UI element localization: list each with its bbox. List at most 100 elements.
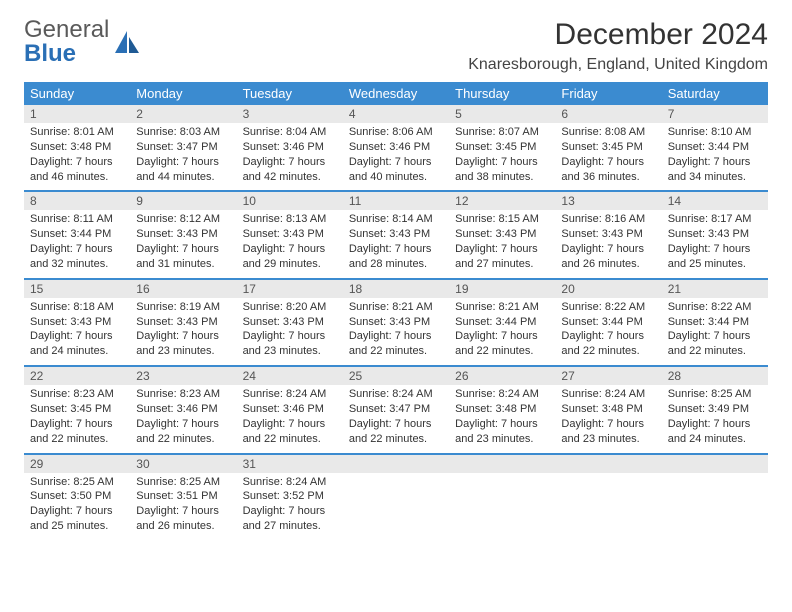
day2-text: and 26 minutes. [136, 519, 230, 534]
day-number-row: 891011121314 [24, 192, 768, 210]
day-cell: Sunrise: 8:17 AMSunset: 3:43 PMDaylight:… [662, 210, 768, 277]
sunset-text: Sunset: 3:43 PM [349, 227, 443, 242]
sunrise-text: Sunrise: 8:20 AM [243, 300, 337, 315]
sunset-text: Sunset: 3:52 PM [243, 489, 337, 504]
weekday-header: Friday [555, 82, 661, 105]
day1-text: Daylight: 7 hours [349, 242, 443, 257]
day-number: 10 [237, 192, 343, 210]
day1-text: Daylight: 7 hours [455, 155, 549, 170]
day2-text: and 22 minutes. [455, 344, 549, 359]
sunset-text: Sunset: 3:45 PM [561, 140, 655, 155]
day1-text: Daylight: 7 hours [455, 329, 549, 344]
day-number [555, 455, 661, 473]
day1-text: Daylight: 7 hours [668, 329, 762, 344]
day2-text: and 46 minutes. [30, 170, 124, 185]
day-number: 19 [449, 280, 555, 298]
day-number: 1 [24, 105, 130, 123]
day-number: 12 [449, 192, 555, 210]
day2-text: and 23 minutes. [455, 432, 549, 447]
day1-text: Daylight: 7 hours [30, 155, 124, 170]
day2-text: and 22 minutes. [349, 432, 443, 447]
sunset-text: Sunset: 3:48 PM [561, 402, 655, 417]
day-number: 4 [343, 105, 449, 123]
day-number: 7 [662, 105, 768, 123]
day-number: 29 [24, 455, 130, 473]
day-cell: Sunrise: 8:21 AMSunset: 3:43 PMDaylight:… [343, 298, 449, 365]
day2-text: and 22 minutes. [30, 432, 124, 447]
day1-text: Daylight: 7 hours [668, 155, 762, 170]
location-subtitle: Knaresborough, England, United Kingdom [468, 56, 768, 74]
sunrise-text: Sunrise: 8:25 AM [668, 387, 762, 402]
day-number: 8 [24, 192, 130, 210]
day-number [662, 455, 768, 473]
day2-text: and 32 minutes. [30, 257, 124, 272]
day-cell: Sunrise: 8:13 AMSunset: 3:43 PMDaylight:… [237, 210, 343, 277]
day-cell: Sunrise: 8:20 AMSunset: 3:43 PMDaylight:… [237, 298, 343, 365]
day-number: 9 [130, 192, 236, 210]
day1-text: Daylight: 7 hours [243, 504, 337, 519]
sunset-text: Sunset: 3:47 PM [136, 140, 230, 155]
day-number: 5 [449, 105, 555, 123]
day1-text: Daylight: 7 hours [668, 417, 762, 432]
sunset-text: Sunset: 3:46 PM [136, 402, 230, 417]
day1-text: Daylight: 7 hours [243, 329, 337, 344]
week-row: Sunrise: 8:01 AMSunset: 3:48 PMDaylight:… [24, 123, 768, 192]
sunset-text: Sunset: 3:43 PM [561, 227, 655, 242]
sunset-text: Sunset: 3:47 PM [349, 402, 443, 417]
day2-text: and 27 minutes. [455, 257, 549, 272]
day2-text: and 25 minutes. [668, 257, 762, 272]
sunrise-text: Sunrise: 8:24 AM [349, 387, 443, 402]
day2-text: and 29 minutes. [243, 257, 337, 272]
day1-text: Daylight: 7 hours [136, 417, 230, 432]
day-cell: Sunrise: 8:12 AMSunset: 3:43 PMDaylight:… [130, 210, 236, 277]
day-number: 18 [343, 280, 449, 298]
sunrise-text: Sunrise: 8:04 AM [243, 125, 337, 140]
weekday-header: Sunday [24, 82, 130, 105]
sunrise-text: Sunrise: 8:21 AM [349, 300, 443, 315]
day-number: 24 [237, 367, 343, 385]
day-number: 27 [555, 367, 661, 385]
day1-text: Daylight: 7 hours [136, 242, 230, 257]
day2-text: and 24 minutes. [668, 432, 762, 447]
day-number: 23 [130, 367, 236, 385]
logo-sail-icon [113, 29, 141, 55]
title-block: December 2024 Knaresborough, England, Un… [468, 18, 768, 74]
day1-text: Daylight: 7 hours [349, 329, 443, 344]
sunrise-text: Sunrise: 8:14 AM [349, 212, 443, 227]
sunrise-text: Sunrise: 8:11 AM [30, 212, 124, 227]
day-cell: Sunrise: 8:24 AMSunset: 3:48 PMDaylight:… [449, 385, 555, 452]
sunset-text: Sunset: 3:43 PM [136, 227, 230, 242]
day-number-row: 22232425262728 [24, 367, 768, 385]
week-row: Sunrise: 8:25 AMSunset: 3:50 PMDaylight:… [24, 473, 768, 540]
sunset-text: Sunset: 3:44 PM [455, 315, 549, 330]
sunset-text: Sunset: 3:43 PM [243, 227, 337, 242]
day1-text: Daylight: 7 hours [30, 242, 124, 257]
day2-text: and 36 minutes. [561, 170, 655, 185]
sunrise-text: Sunrise: 8:24 AM [243, 475, 337, 490]
day2-text: and 42 minutes. [243, 170, 337, 185]
sunrise-text: Sunrise: 8:16 AM [561, 212, 655, 227]
day-number [343, 455, 449, 473]
weekday-header: Saturday [662, 82, 768, 105]
weekday-header: Wednesday [343, 82, 449, 105]
sunrise-text: Sunrise: 8:24 AM [561, 387, 655, 402]
sunrise-text: Sunrise: 8:18 AM [30, 300, 124, 315]
day1-text: Daylight: 7 hours [561, 329, 655, 344]
sunset-text: Sunset: 3:51 PM [136, 489, 230, 504]
day-cell [662, 473, 768, 540]
brand-logo: General Blue [24, 18, 141, 66]
sunrise-text: Sunrise: 8:23 AM [136, 387, 230, 402]
day-cell: Sunrise: 8:04 AMSunset: 3:46 PMDaylight:… [237, 123, 343, 190]
day2-text: and 23 minutes. [561, 432, 655, 447]
day-cell: Sunrise: 8:14 AMSunset: 3:43 PMDaylight:… [343, 210, 449, 277]
day-number: 28 [662, 367, 768, 385]
day1-text: Daylight: 7 hours [349, 417, 443, 432]
sunrise-text: Sunrise: 8:25 AM [136, 475, 230, 490]
day2-text: and 27 minutes. [243, 519, 337, 534]
day-number: 20 [555, 280, 661, 298]
sunrise-text: Sunrise: 8:24 AM [455, 387, 549, 402]
day-number: 16 [130, 280, 236, 298]
day-cell: Sunrise: 8:25 AMSunset: 3:50 PMDaylight:… [24, 473, 130, 540]
day-cell: Sunrise: 8:21 AMSunset: 3:44 PMDaylight:… [449, 298, 555, 365]
day2-text: and 22 minutes. [668, 344, 762, 359]
